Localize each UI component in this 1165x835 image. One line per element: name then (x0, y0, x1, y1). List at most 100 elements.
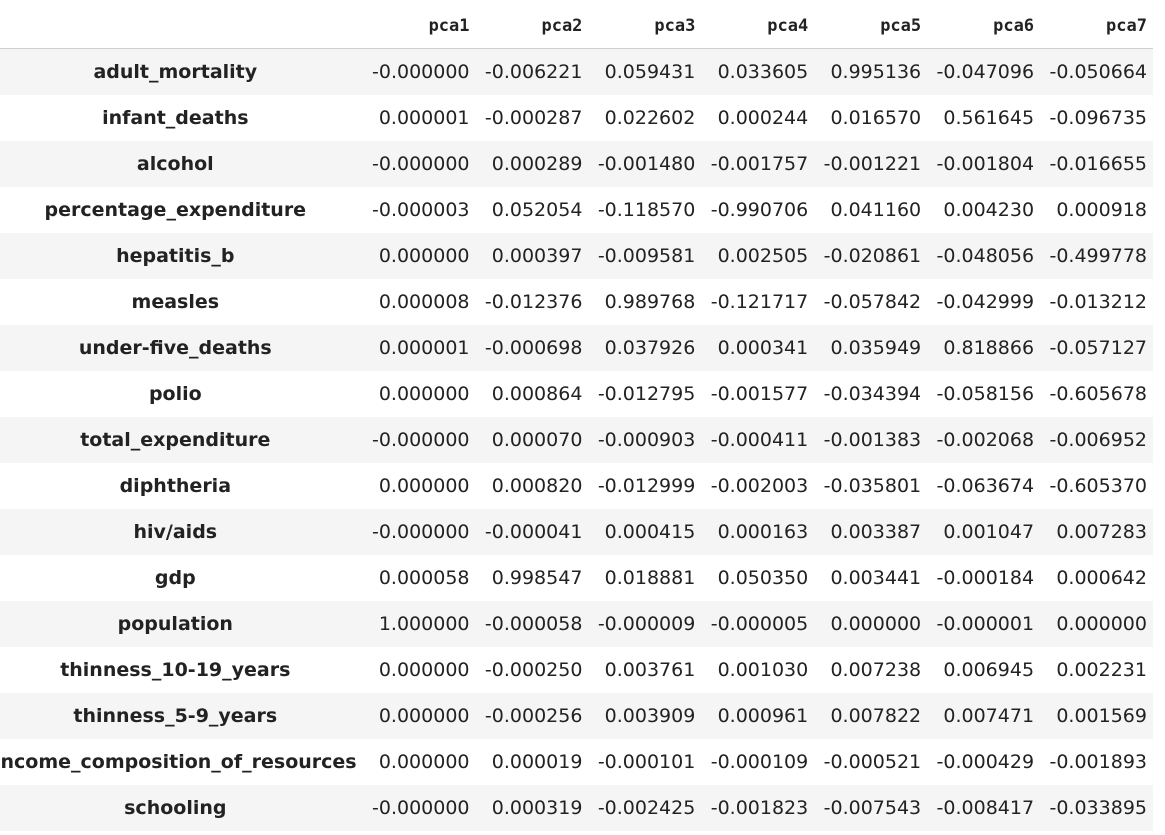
table-cell: -0.063674 (936, 475, 1035, 497)
row-label: infant_deaths (102, 107, 249, 129)
table-cell: -0.000058 (484, 613, 583, 635)
table-cell: -0.001221 (823, 153, 922, 175)
table-cell: -0.012795 (597, 383, 696, 405)
table-cell: -0.002003 (710, 475, 809, 497)
table-cell: 0.000000 (1056, 613, 1147, 635)
column-header: pca2 (475, 4, 589, 49)
row-label: thinness_10-19_years (60, 659, 291, 681)
table-row: measles 0.000008 -0.012376 0.989768 -0.12171… (0, 279, 1153, 325)
row-label: under-five_deaths (78, 337, 272, 359)
row-label: gdp (154, 567, 196, 589)
table-cell: 0.000000 (378, 383, 470, 405)
table-cell: 0.003909 (604, 705, 696, 727)
table-cell: 0.000019 (491, 751, 583, 773)
table-cell: 0.000319 (491, 797, 583, 819)
table-cell: 0.007238 (830, 659, 922, 681)
table-cell: -0.050664 (1049, 61, 1147, 83)
table-cell: 0.000000 (378, 705, 470, 727)
table-cell: -0.001893 (1049, 751, 1147, 773)
table-cell: -0.007543 (823, 797, 922, 819)
header-row: pca1 pca2 pca3 pca4 pca5 pca6 pca7 (0, 4, 1153, 49)
row-label: thinness_5-9_years (73, 705, 278, 727)
table-cell: 0.007822 (830, 705, 922, 727)
row-label: income_composition_of_resources (0, 751, 357, 773)
table-cell: 0.000008 (378, 291, 470, 313)
table-cell: 0.818866 (943, 337, 1035, 359)
table-cell: -0.047096 (936, 61, 1035, 83)
table-cell: -0.000101 (597, 751, 696, 773)
table-cell: 0.998547 (491, 567, 583, 589)
table-cell: -0.000000 (372, 429, 470, 451)
table-cell: 0.052054 (491, 199, 583, 221)
row-label: total_expenditure (80, 429, 271, 451)
column-header: pca3 (588, 4, 702, 49)
table-row: hepatitis_b 0.000000 0.000397 -0.009581 0.00… (0, 233, 1153, 279)
table-cell: 0.000070 (491, 429, 583, 451)
table-row: schooling -0.000000 0.000319 -0.002425 -0.00… (0, 785, 1153, 831)
row-label: hiv/aids (133, 521, 218, 543)
table-row: adult_mortality -0.000000 -0.006221 0.05943… (0, 48, 1153, 95)
table-cell: 0.995136 (830, 61, 922, 83)
table-row: under-five_deaths 0.000001 -0.000698 0.0379… (0, 325, 1153, 371)
table-cell: -0.000041 (484, 521, 583, 543)
table-cell: 0.000000 (830, 613, 922, 635)
table-cell: -0.012999 (597, 475, 696, 497)
table-cell: -0.000698 (484, 337, 583, 359)
table-cell: 0.000058 (378, 567, 470, 589)
table-cell: -0.000109 (710, 751, 809, 773)
table-cell: 0.000341 (717, 337, 809, 359)
row-label: polio (148, 383, 202, 405)
table-cell: -0.001804 (936, 153, 1035, 175)
table-cell: -0.016655 (1049, 153, 1147, 175)
table-body: adult_mortality -0.000000 -0.006221 0.05943… (0, 48, 1153, 831)
table-cell: -0.990706 (710, 199, 809, 221)
table-cell: -0.048056 (936, 245, 1035, 267)
table-cell: 0.001047 (943, 521, 1035, 543)
column-header: pca1 (362, 4, 476, 49)
table-cell: 0.000642 (1056, 567, 1147, 589)
table-cell: -0.035801 (823, 475, 922, 497)
table-cell: -0.033895 (1049, 797, 1147, 819)
table-cell: 0.000415 (604, 521, 696, 543)
table-cell: -0.605678 (1049, 383, 1147, 405)
table-cell: -0.001757 (710, 153, 809, 175)
row-label: hepatitis_b (116, 245, 235, 267)
table-cell: 0.003387 (830, 521, 922, 543)
table-cell: 0.002505 (717, 245, 809, 267)
table-cell: -0.006221 (484, 61, 583, 83)
row-label: diphtheria (119, 475, 232, 497)
table-cell: 0.000000 (378, 659, 470, 681)
table-row: alcohol -0.000000 0.000289 -0.001480 -0.0017… (0, 141, 1153, 187)
table-cell: -0.605370 (1049, 475, 1147, 497)
table-cell: -0.000000 (372, 521, 470, 543)
table-cell: -0.006952 (1049, 429, 1147, 451)
column-header: pca4 (701, 4, 815, 49)
table-cell: -0.000000 (372, 797, 470, 819)
table-cell: -0.118570 (597, 199, 696, 221)
table-cell: 0.000918 (1056, 199, 1147, 221)
table-cell: 0.018881 (604, 567, 696, 589)
table-cell: -0.001577 (710, 383, 809, 405)
table-cell: 0.059431 (604, 61, 696, 83)
table-header: pca1 pca2 pca3 pca4 pca5 pca6 pca7 (0, 4, 1153, 49)
column-header: pca7 (1040, 4, 1153, 49)
table-cell: 0.989768 (604, 291, 696, 313)
table-cell: -0.001383 (823, 429, 922, 451)
table-cell: 0.002231 (1056, 659, 1147, 681)
row-label: population (117, 613, 233, 635)
table-cell: 0.007283 (1056, 521, 1147, 543)
table-cell: -0.008417 (936, 797, 1035, 819)
table-cell: -0.000250 (484, 659, 583, 681)
table-cell: 0.000001 (378, 107, 470, 129)
table-cell: -0.000903 (597, 429, 696, 451)
table-cell: 0.022602 (604, 107, 696, 129)
row-label: percentage_expenditure (44, 199, 307, 221)
table-cell: -0.000429 (936, 751, 1035, 773)
table-cell: -0.057842 (823, 291, 922, 313)
table-cell: 0.003761 (604, 659, 696, 681)
table-cell: -0.000001 (936, 613, 1035, 635)
table-cell: -0.000256 (484, 705, 583, 727)
table-cell: 0.000163 (717, 521, 809, 543)
pca-components-table: pca1 pca2 pca3 pca4 pca5 pca6 pca7 adult… (0, 4, 1153, 831)
table-cell: -0.034394 (823, 383, 922, 405)
